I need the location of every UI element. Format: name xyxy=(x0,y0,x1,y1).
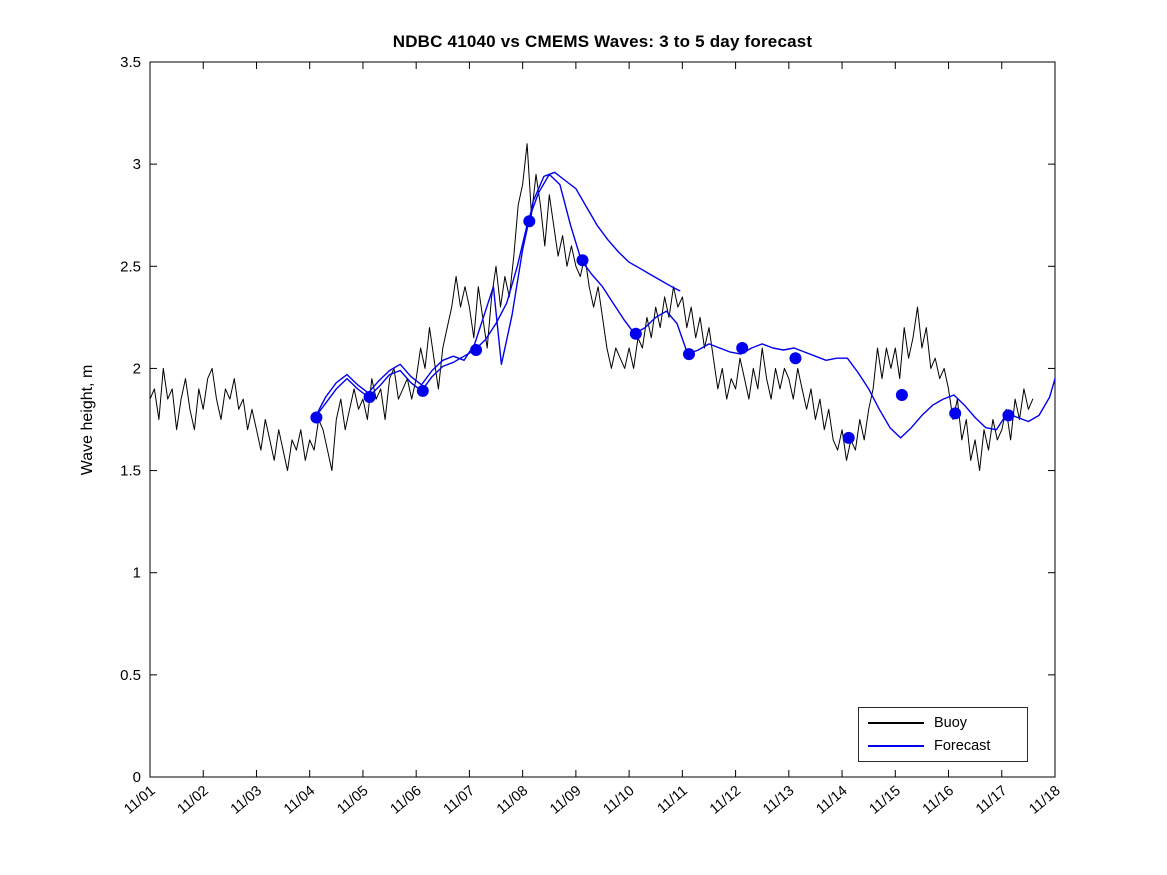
x-tick-label: 11/02 xyxy=(175,783,212,818)
x-tick-label: 11/04 xyxy=(281,783,318,818)
x-tick-label: 11/18 xyxy=(1026,783,1063,818)
x-tick-label: 11/03 xyxy=(228,783,265,818)
chart-title: NDBC 41040 vs CMEMS Waves: 3 to 5 day fo… xyxy=(392,32,813,51)
forecast-marker xyxy=(949,407,962,420)
y-tick-label: 0 xyxy=(133,769,141,786)
forecast-marker xyxy=(416,384,429,397)
x-tick-label: 11/05 xyxy=(334,783,371,818)
forecast-marker xyxy=(629,327,642,340)
y-tick-label: 1 xyxy=(133,565,141,582)
legend-label-buoy: Buoy xyxy=(934,715,968,731)
x-tick-label: 11/11 xyxy=(654,783,690,817)
buoy-line-swatch xyxy=(868,722,924,725)
y-tick-label: 2 xyxy=(133,360,141,377)
forecast-marker xyxy=(1002,409,1015,422)
buoy-line xyxy=(149,143,1034,472)
x-tick-label: 11/16 xyxy=(920,783,957,818)
x-tick-label: 11/08 xyxy=(494,783,531,818)
y-tick-label: 3 xyxy=(133,156,141,173)
forecast-marker xyxy=(576,254,589,267)
legend-item-forecast: Forecast xyxy=(859,737,1027,754)
y-tick-label: 1.5 xyxy=(120,463,141,480)
forecast-marker xyxy=(842,431,855,444)
forecast-run-a-line xyxy=(314,173,1056,439)
forecast-run-b-line xyxy=(314,171,681,419)
x-tick-label: 11/01 xyxy=(121,783,158,818)
y-tick-label: 0.5 xyxy=(120,667,141,684)
x-tick-label: 11/07 xyxy=(441,783,478,818)
y-tick-label: 3.5 xyxy=(120,54,141,71)
forecast-marker xyxy=(895,389,908,401)
forecast-marker xyxy=(736,342,749,354)
forecast-marker xyxy=(523,215,536,228)
forecast-marker xyxy=(310,411,323,424)
x-tick-label: 11/14 xyxy=(813,783,850,818)
axes-box xyxy=(149,61,1056,778)
legend-item-buoy: Buoy xyxy=(859,716,1027,731)
y-tick-label: 2.5 xyxy=(120,258,141,275)
forecast-marker xyxy=(363,391,376,403)
x-tick-label: 11/10 xyxy=(600,783,637,818)
legend: Buoy Forecast xyxy=(858,707,1028,762)
x-tick-label: 11/12 xyxy=(707,783,744,818)
forecast-marker xyxy=(683,348,695,361)
forecast-marker xyxy=(789,352,802,365)
x-tick-label: 11/17 xyxy=(973,783,1010,818)
forecast-line-swatch xyxy=(868,744,924,747)
forecast-marker xyxy=(470,344,483,356)
x-tick-label: 11/13 xyxy=(760,783,797,818)
legend-label-forecast: Forecast xyxy=(934,737,991,754)
x-tick-label: 11/15 xyxy=(867,783,904,818)
x-tick-label: 11/09 xyxy=(547,783,584,818)
x-tick-label: 11/06 xyxy=(387,783,424,818)
